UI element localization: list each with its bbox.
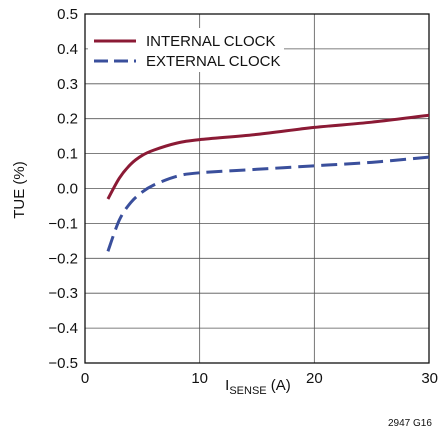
series-layer — [106, 113, 429, 252]
y-tick-label: −0.2 — [48, 250, 78, 267]
y-tick-label: 0.0 — [57, 181, 78, 198]
y-tick-label: 0.1 — [57, 146, 78, 163]
legend: INTERNAL CLOCK EXTERNAL CLOCK — [88, 28, 284, 72]
x-tick-label: 30 — [421, 370, 438, 387]
x-tick-label: 10 — [191, 370, 208, 387]
y-tick-labels: 0.5 0.4 0.3 0.2 0.1 0.0 −0.1 −0.2 −0.3 −0.4 −0.5 — [48, 6, 78, 372]
x-axis-title-unit: (A) — [267, 377, 291, 394]
x-tick-label: 0 — [81, 370, 89, 387]
y-tick-label: 0.3 — [57, 76, 78, 93]
legend-background — [88, 28, 284, 72]
x-axis-title-subscript: SENSE — [229, 385, 266, 397]
y-tick-label: −0.1 — [48, 215, 78, 232]
x-axis-title: ISENSE (A) — [225, 377, 291, 397]
y-tick-label: 0.4 — [57, 41, 78, 58]
series-line-external-clock — [106, 155, 429, 252]
x-axis-title-main: I — [225, 377, 229, 394]
series-line-internal-clock — [106, 113, 429, 200]
x-tick-label: 20 — [306, 370, 323, 387]
y-tick-label: −0.5 — [48, 355, 78, 372]
figure-code: 2947 G16 — [388, 418, 432, 429]
y-tick-label: −0.4 — [48, 320, 78, 337]
y-tick-label: 0.2 — [57, 111, 78, 128]
x-tick-labels: 0 10 20 30 — [81, 370, 438, 387]
y-tick-label: −0.3 — [48, 285, 78, 302]
legend-label-internal-clock: INTERNAL CLOCK — [146, 33, 275, 50]
legend-label-external-clock: EXTERNAL CLOCK — [146, 53, 280, 70]
plot-frame — [84, 13, 430, 364]
y-axis-title: TUE (%) — [11, 161, 28, 219]
y-tick-label: 0.5 — [57, 6, 78, 23]
